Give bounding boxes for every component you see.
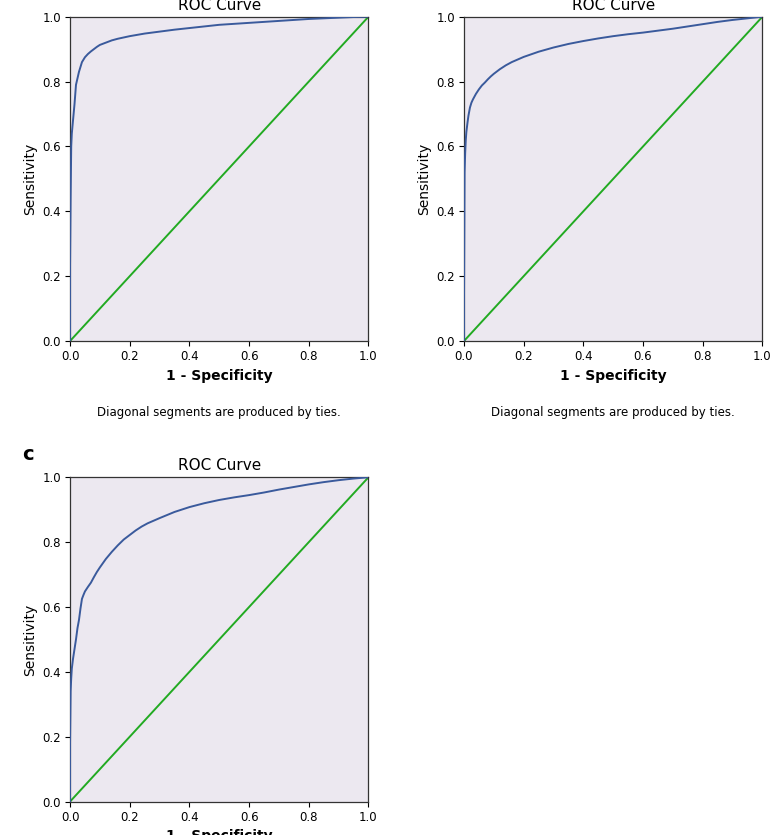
X-axis label: 1 - Specificity: 1 - Specificity (166, 829, 272, 835)
Title: ROC Curve: ROC Curve (177, 458, 261, 473)
X-axis label: 1 - Specificity: 1 - Specificity (560, 368, 667, 382)
Title: ROC Curve: ROC Curve (572, 0, 655, 13)
Y-axis label: Sensitivity: Sensitivity (23, 143, 37, 215)
Text: Diagonal segments are produced by ties.: Diagonal segments are produced by ties. (97, 406, 341, 419)
Title: ROC Curve: ROC Curve (177, 0, 261, 13)
Text: b: b (416, 0, 430, 3)
Text: c: c (23, 445, 34, 464)
Y-axis label: Sensitivity: Sensitivity (417, 143, 431, 215)
X-axis label: 1 - Specificity: 1 - Specificity (166, 368, 272, 382)
Text: Diagonal segments are produced by ties.: Diagonal segments are produced by ties. (492, 406, 735, 419)
Y-axis label: Sensitivity: Sensitivity (23, 604, 37, 676)
Text: a: a (23, 0, 35, 3)
